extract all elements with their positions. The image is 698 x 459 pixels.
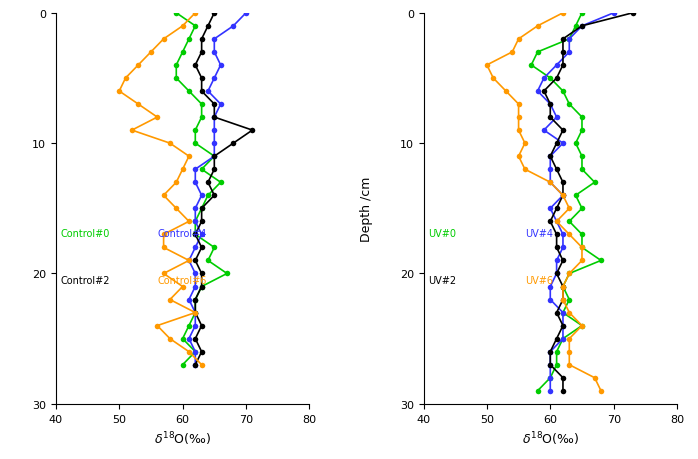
Text: UV#0: UV#0	[429, 228, 456, 238]
X-axis label: $\delta^{18}$O(‰): $\delta^{18}$O(‰)	[154, 429, 211, 447]
Text: Control#0: Control#0	[61, 228, 110, 238]
Text: UV#2: UV#2	[429, 275, 456, 285]
Text: Control#4: Control#4	[157, 228, 207, 238]
Text: Depth /cm: Depth /cm	[360, 176, 373, 241]
Text: UV#6: UV#6	[525, 275, 553, 285]
Text: UV#4: UV#4	[525, 228, 553, 238]
Text: Control#2: Control#2	[61, 275, 110, 285]
Text: Control#6: Control#6	[157, 275, 207, 285]
X-axis label: $\delta^{18}$O(‰): $\delta^{18}$O(‰)	[521, 429, 579, 447]
